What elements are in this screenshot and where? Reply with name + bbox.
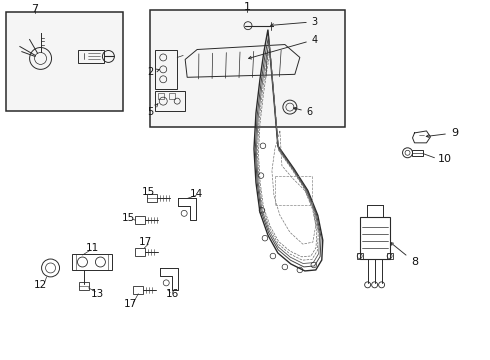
- Bar: [6, 12, 123, 111]
- Bar: [135, 248, 145, 256]
- Bar: [155, 50, 177, 89]
- Bar: [360, 217, 390, 259]
- Bar: [135, 216, 145, 224]
- Text: 5: 5: [147, 104, 158, 117]
- Bar: [150, 10, 345, 127]
- Text: 17: 17: [123, 299, 137, 309]
- Text: 4: 4: [248, 35, 318, 59]
- Text: 14: 14: [190, 189, 203, 199]
- Text: 2: 2: [147, 67, 159, 77]
- Text: 8: 8: [391, 243, 418, 267]
- Text: 7: 7: [31, 4, 38, 14]
- Text: 11: 11: [86, 243, 99, 253]
- Text: 6: 6: [294, 107, 313, 117]
- Bar: [387, 253, 392, 259]
- Bar: [79, 282, 90, 290]
- Bar: [357, 253, 363, 259]
- Bar: [158, 93, 164, 99]
- Bar: [73, 254, 112, 270]
- Bar: [155, 91, 185, 111]
- Bar: [78, 50, 104, 63]
- Text: 12: 12: [34, 280, 47, 290]
- Text: 3: 3: [270, 17, 318, 27]
- Text: 9: 9: [426, 128, 458, 138]
- Bar: [412, 150, 423, 156]
- Text: 15: 15: [142, 188, 155, 198]
- Text: 10: 10: [438, 154, 451, 164]
- Text: 17: 17: [139, 237, 152, 247]
- Text: 1: 1: [244, 2, 250, 12]
- Text: 13: 13: [91, 289, 104, 299]
- Bar: [169, 93, 175, 99]
- Text: 16: 16: [166, 289, 179, 299]
- Bar: [147, 194, 157, 202]
- Text: 15: 15: [122, 213, 135, 223]
- Bar: [133, 286, 143, 294]
